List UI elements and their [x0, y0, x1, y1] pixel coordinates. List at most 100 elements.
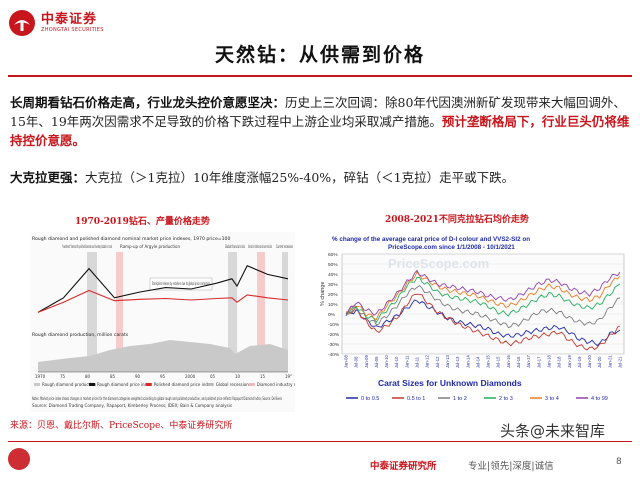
series-line-0-to-0-5 — [345, 299, 621, 347]
legend-swatch — [207, 383, 214, 386]
legend-label: Global recession — [216, 382, 249, 387]
x-tick-label: Jul-14 — [475, 356, 480, 368]
x-tick-label: Jan-12 — [425, 355, 430, 368]
legend-label: 2 to 3 — [499, 396, 513, 402]
y-tick-label: 10% — [328, 302, 338, 308]
x-tick-label: 95 — [160, 374, 166, 379]
x-tick-label: Jul-15 — [496, 356, 501, 368]
x-tick-label: Jan-11 — [404, 355, 409, 368]
x-tick-label: Jul-09 — [374, 356, 379, 368]
y-tick-label: 0% — [328, 312, 336, 318]
annotation: Stockpiles release by retailers due to g… — [152, 281, 210, 286]
y-tick-label: -40% — [328, 352, 340, 358]
left-chart-svg: Rough diamond and polished diamond nomin… — [30, 232, 295, 412]
left-chart-caption: 1970-2019钻石、产量价格走势 — [75, 217, 210, 227]
page-title: 天然钻：从供需到价格 — [214, 44, 425, 66]
left-chart-notes: Notes: Market price index shows changes … — [32, 396, 282, 401]
x-tick-label: Jul-21 — [618, 356, 623, 368]
footer-divider — [8, 441, 632, 442]
annotation: Ramp-up of Argyle production — [120, 244, 180, 249]
y-tick-label: 50% — [328, 262, 338, 268]
x-tick-label: Jul-19 — [577, 356, 582, 368]
annotation: Overstock in midstream due to slower ret… — [248, 244, 272, 249]
y-tick-label: 60% — [328, 252, 338, 258]
recession-band — [87, 252, 97, 372]
y-tick-label: -10% — [328, 322, 340, 328]
x-tick-label: 05 — [210, 374, 216, 379]
left-chart: Rough diamond and polished diamond nomin… — [30, 232, 295, 412]
paragraph-lead: 长周期看钻石价格走高，行业龙头控价意愿坚决： — [10, 95, 286, 110]
brand-logo-icon — [9, 10, 35, 36]
x-tick-label: Jan-18 — [546, 355, 551, 368]
paragraph-price-trend: 长周期看钻石价格走高，行业龙头控价意愿坚决：历史上三次回调：除80年代因澳洲新矿… — [10, 93, 630, 150]
y-tick-label: 20% — [328, 292, 338, 298]
x-tick-label: Jul-12 — [435, 356, 440, 368]
legend-swatch — [89, 383, 95, 386]
brand-logo: 中泰证券 ZHONGTAI SECURITIES — [8, 9, 104, 37]
x-tick-label: Jan-10 — [384, 355, 389, 368]
x-tick-label: Jan-14 — [465, 355, 470, 368]
x-tick-label: Jul-16 — [516, 356, 521, 368]
left-chart-source: Source: Diamond Trading Company, Rapapor… — [32, 403, 232, 408]
x-tick-label: Jan-15 — [486, 355, 491, 368]
recession-band — [116, 252, 123, 372]
legend-label: 1 to 2 — [453, 396, 467, 402]
right-chart: % change of the average carat price of D… — [318, 228, 630, 406]
x-tick-label: 90 — [135, 374, 141, 379]
right-chart-svg: % change of the average carat price of D… — [318, 228, 630, 406]
x-tick-label: Jan-09 — [364, 355, 369, 368]
series-line-2-to-3 — [345, 276, 621, 324]
legend-label: Rough diamond price index — [97, 382, 153, 387]
x-tick-label: Jul-18 — [557, 356, 562, 368]
annotation: Global financial crisis — [225, 244, 245, 249]
right-chart-ylabel: % change — [320, 282, 326, 306]
y-tick-label: -30% — [328, 342, 340, 348]
x-tick-label: Jan-08 — [344, 355, 349, 368]
x-tick-label: Jan-19 — [567, 355, 572, 368]
paragraph-body: 大克拉（＞1克拉）10年维度涨幅25%-40%，碎钻（＜1克拉）走平或下跌。 — [85, 170, 515, 185]
right-chart-caption: 2008-2021不同克拉钻石均价走势 — [385, 215, 529, 225]
title-divider — [8, 75, 632, 77]
series-line-1-to-2 — [345, 285, 621, 329]
source-note: 来源：贝恩、戴比尔斯、PriceScope、中泰证券研究所 — [10, 421, 233, 431]
x-tick-label: Jan-13 — [445, 355, 450, 368]
paragraph-highlight: 预计垄断格局下，行业巨头仍将维持控价意愿。 — [10, 114, 630, 148]
x-tick-label: Jul-08 — [354, 356, 359, 368]
x-tick-label: Jul-13 — [455, 356, 460, 368]
x-tick-label: 19" — [285, 374, 292, 379]
x-tick-label: 15 — [260, 374, 266, 379]
x-tick-label: Jan-16 — [506, 355, 511, 368]
x-tick-label: Jul-11 — [415, 356, 420, 368]
paragraph-large-carat: 大克拉更强：大克拉（＞1克拉）10年维度涨幅25%-40%，碎钻（＜1克拉）走平… — [10, 168, 630, 187]
legend-label: Diamond industry recession — [257, 382, 295, 387]
left-chart-production-title: Rough diamond production, million carats — [32, 332, 129, 338]
legend-label: 3 to 4 — [545, 396, 559, 402]
paragraph-body: 历史上三次回调：除80年代因澳洲新矿发现带来大幅回调外、15年、19年两次因需求… — [10, 95, 626, 129]
left-chart-title: Rough diamond and polished diamond nomin… — [32, 236, 230, 242]
legend-label: 4 to 99 — [591, 396, 608, 402]
legend-swatch — [34, 383, 40, 386]
y-tick-label: -20% — [328, 332, 340, 338]
x-tick-label: 85 — [110, 374, 116, 379]
footer-motto: 专业|领先|深度|诚信 — [468, 461, 554, 472]
brand-name-cn: 中泰证券 — [41, 12, 98, 27]
right-chart-watermark: PriceScope.com — [388, 256, 489, 271]
x-tick-label: Jul-20 — [597, 356, 602, 368]
x-tick-label: Jan-17 — [526, 355, 531, 368]
recession-band — [257, 252, 265, 372]
legend-label: Polished diamond price index — [154, 382, 213, 387]
annotation: Current recession — [276, 244, 293, 249]
legend-label: Rough diamond production — [42, 382, 97, 387]
footer-decor — [8, 448, 30, 470]
recession-band — [282, 252, 288, 372]
series-line-0-5-to-1 — [345, 293, 621, 351]
x-tick-label: Jul-10 — [394, 356, 399, 368]
right-chart-title-line2: PriceScope.com since 1/1/2008 - 10/1/202… — [388, 244, 515, 251]
right-chart-xlabel: Carat Sizes for Unknown Diamonds — [378, 378, 522, 388]
legend-label: 0 to 0.5 — [361, 396, 379, 402]
x-tick-label: 1970 — [35, 374, 46, 379]
x-tick-label: 75 — [60, 374, 66, 379]
x-tick-label: 80 — [85, 374, 91, 379]
brand-name-en: ZHONGTAI SECURITIES — [41, 27, 104, 33]
x-tick-label: 2000 — [185, 374, 196, 379]
